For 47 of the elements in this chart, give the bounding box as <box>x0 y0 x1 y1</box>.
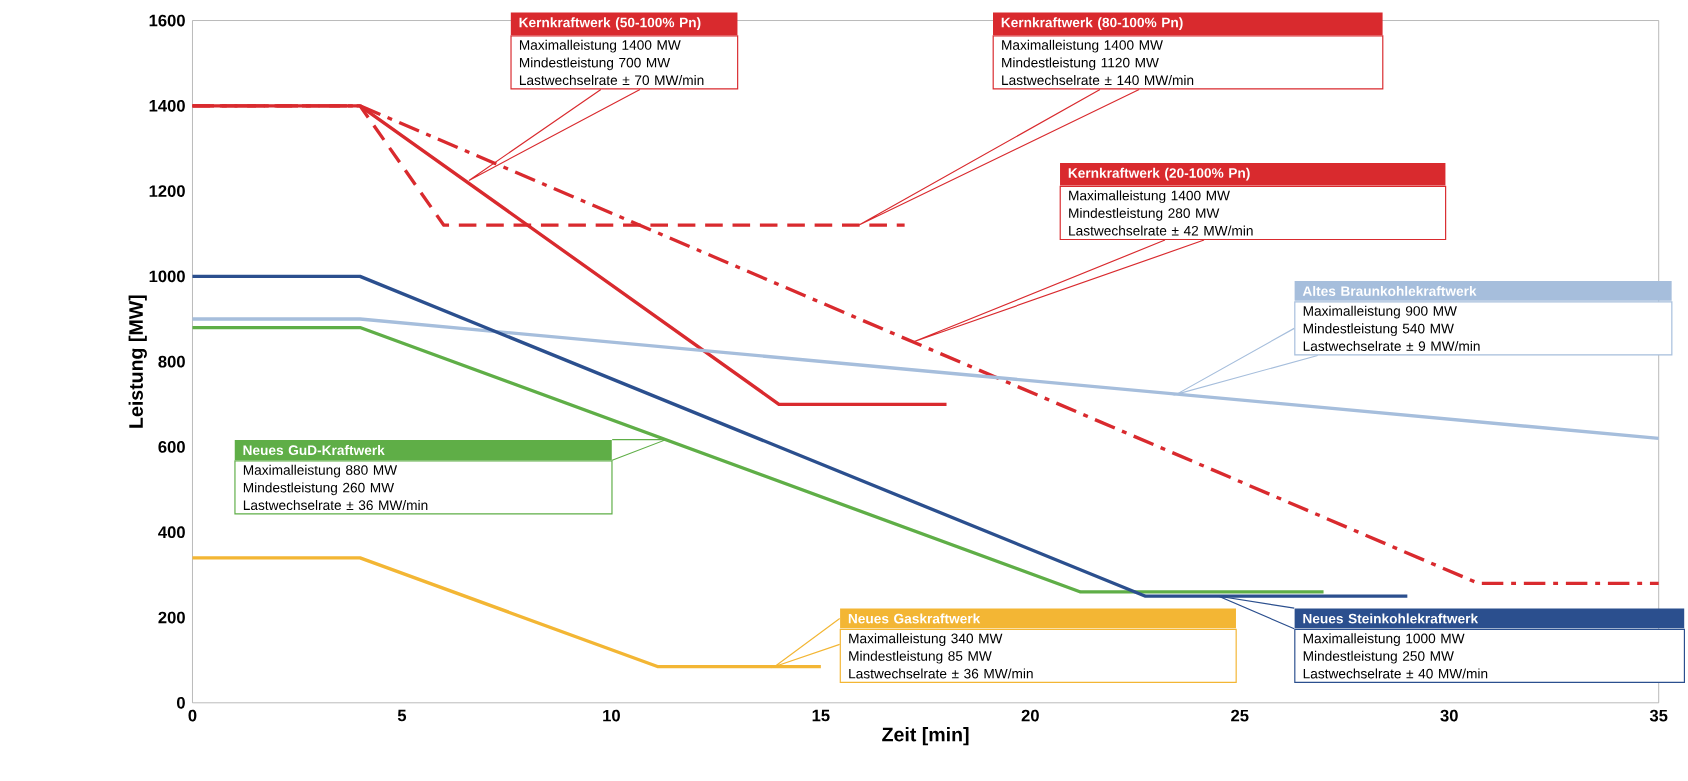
annotation: Lastwechselrate ± 36 MW/min <box>849 668 1033 679</box>
annotation: Maximalleistung 1400 MW <box>519 39 681 53</box>
text: Kernkraftwerk (20-100% Pn) <box>1068 167 1250 181</box>
annotation: Mindestleistung 1120 MW <box>1002 57 1159 71</box>
annotation: Maximalleistung 1400 MW <box>1002 39 1163 53</box>
text: Kernkraftwerk (80-100% Pn) <box>1001 17 1183 31</box>
y-tick-label: 1400 <box>149 99 185 112</box>
annotation: Lastwechselrate ± 36 MW/min <box>243 500 428 511</box>
x-tick-label: 0 <box>188 709 197 722</box>
y-tick-label: 800 <box>158 355 185 368</box>
y-tick-label: 1000 <box>149 270 185 283</box>
text: Neues Gaskraftwerk <box>848 613 981 624</box>
annotation: Maximalleistung 900 MW <box>1303 305 1457 319</box>
annotation: Lastwechselrate ± 42 MW/min <box>1069 225 1253 236</box>
annotation: Mindestleistung 280 MW <box>1069 207 1220 221</box>
x-tick-label: 10 <box>603 709 620 722</box>
x-tick-label: 20 <box>1021 709 1039 722</box>
y-axis-title: Leistung [MW] <box>128 295 147 428</box>
y-tick-label: 400 <box>158 526 185 539</box>
annotation: Mindestleistung 700 MW <box>519 57 671 71</box>
series-label: Neues Steinkohlekraftwerk <box>1303 613 1479 624</box>
annotation: Lastwechselrate ± 70 MW/min <box>519 75 704 86</box>
y-tick-label: 600 <box>158 441 185 453</box>
annotation: Maximalleistung 880 MW <box>243 464 398 478</box>
x-tick-label: 5 <box>397 709 407 722</box>
y-tick-label: 1600 <box>149 14 185 27</box>
annotation: Maximalleistung 340 MW <box>849 633 1003 647</box>
text: Neues GuD-Kraftwerk <box>243 444 385 456</box>
annotation: Lastwechselrate ± 40 MW/min <box>1303 668 1488 679</box>
text: Altes Braunkohlekraftwerk <box>1302 285 1477 296</box>
annotation: Mindestleistung 250 MW <box>1303 650 1454 664</box>
y-tick-label: 200 <box>158 611 185 624</box>
x-tick-label: 25 <box>1231 709 1249 722</box>
x-tick-label: 15 <box>812 709 830 722</box>
y-tick-label: 1200 <box>149 185 185 197</box>
x-axis-title: Zeit [min] <box>882 727 969 746</box>
annotation: Maximalleistung 1400 MW <box>1069 190 1230 204</box>
annotation: Lastwechselrate ± 140 MW/min <box>1002 75 1194 86</box>
annotation: Mindestleistung 260 MW <box>243 482 395 496</box>
x-tick-label: 35 <box>1649 709 1668 722</box>
annotation: Mindestleistung 85 MW <box>849 650 992 664</box>
annotation: Mindestleistung 540 MW <box>1303 323 1454 337</box>
annotation: Maximalleistung 1000 MW <box>1303 633 1465 647</box>
y-tick-label: 0 <box>176 696 185 709</box>
annotation: Lastwechselrate ± 9 MW/min <box>1303 340 1480 351</box>
x-tick-label: 30 <box>1440 709 1458 722</box>
text: Kernkraftwerk (50-100% Pn) <box>519 17 701 31</box>
